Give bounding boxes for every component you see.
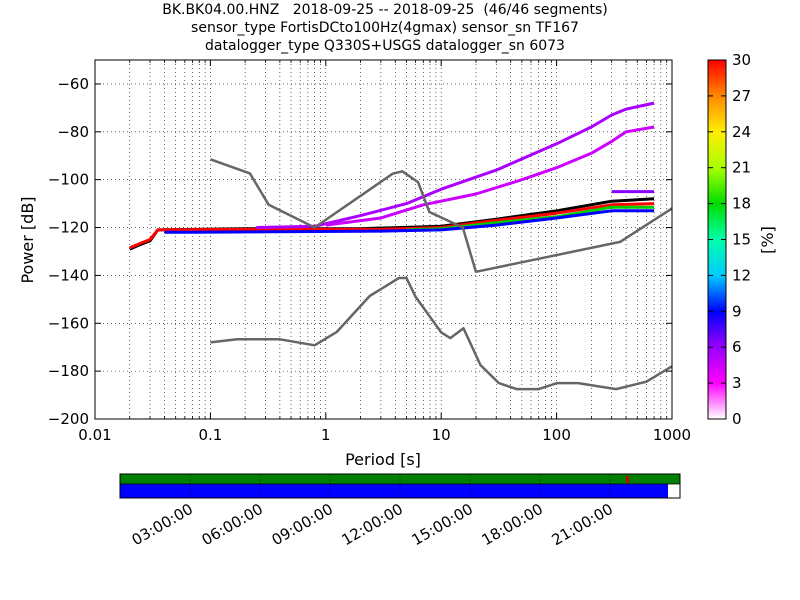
timeline-gap-mark	[626, 476, 629, 483]
y-tick-label: −160	[48, 314, 89, 332]
colorbar-tick-label: 21	[732, 159, 751, 177]
plot-frame	[94, 59, 673, 420]
y-axis-label: Power [dB]	[18, 196, 37, 283]
timeline-tick-label: 15:00:00	[409, 500, 476, 549]
psd-trace	[164, 209, 655, 234]
y-tick-label: −100	[48, 171, 89, 189]
timeline-bottom-bar	[120, 484, 668, 498]
colorbar-tick-label: 3	[732, 374, 742, 392]
timeline-tick-label: 06:00:00	[199, 500, 266, 549]
timeline-tick-label: 12:00:00	[339, 500, 406, 549]
colorbar-tick-label: 12	[732, 266, 751, 284]
x-tick-label: 1000	[653, 426, 691, 444]
noise-model-line	[210, 276, 673, 391]
colorbar-tick-label: 24	[732, 123, 751, 141]
y-tick-label: −200	[48, 410, 89, 428]
x-axis-label: Period [s]	[345, 450, 421, 469]
colorbar-tick-label: 9	[732, 302, 742, 320]
colorbar-label: [%]	[758, 226, 777, 254]
colorbar-tick-label: 0	[732, 410, 742, 428]
title-line-1: BK.BK04.00.HNZ 2018-09-25 -- 2018-09-25 …	[162, 2, 608, 18]
x-tick-label: 0.01	[78, 426, 111, 444]
y-tick-label: −140	[48, 266, 89, 284]
psd-trace	[325, 125, 655, 227]
y-tick-label: −60	[57, 75, 89, 93]
psd-trace	[129, 202, 655, 250]
y-tick-label: −120	[48, 219, 89, 237]
colorbar-tick-label: 30	[732, 51, 751, 69]
colorbar-tick-label: 15	[732, 231, 751, 249]
psd-trace	[256, 101, 655, 229]
x-tick-label: 100	[542, 426, 571, 444]
timeline-top-bar	[120, 474, 680, 484]
noise-model-line	[209, 158, 673, 274]
y-tick-label: −80	[57, 123, 89, 141]
timeline-tick-label: 21:00:00	[549, 500, 616, 549]
timeline-tick-label: 09:00:00	[269, 500, 336, 549]
y-tick-label: −180	[48, 362, 89, 380]
x-tick-label: 0.1	[198, 426, 222, 444]
colorbar-tick-label: 6	[732, 338, 742, 356]
timeline-tick-label: 18:00:00	[479, 500, 546, 549]
x-tick-label: 1	[321, 426, 331, 444]
colorbar-tick-label: 27	[732, 87, 751, 105]
timeline-tick-label: 03:00:00	[129, 500, 196, 549]
title-line-2: sensor_type FortisDCto100Hz(4gmax) senso…	[191, 20, 579, 36]
x-tick-label: 10	[432, 426, 451, 444]
colorbar-tick-label: 18	[732, 195, 751, 213]
title-line-3: datalogger_type Q330S+USGS datalogger_sn…	[205, 38, 565, 54]
